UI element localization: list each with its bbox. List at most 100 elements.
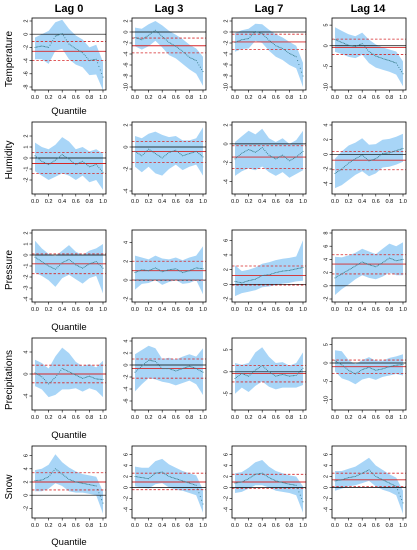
quantile-point	[258, 366, 261, 368]
quantile-point	[39, 45, 41, 47]
quantile-point	[37, 373, 39, 375]
y-tick-label: 1	[24, 242, 30, 245]
quantile-point	[343, 166, 346, 168]
quantile-point	[172, 369, 174, 371]
y-tick-label: 2	[124, 475, 130, 478]
quantile-point	[394, 62, 396, 64]
quantile-point	[34, 46, 36, 48]
x-tick-label: 0.6	[372, 307, 380, 313]
quantile-point	[271, 478, 273, 480]
quantile-point	[188, 365, 190, 367]
quantile-point	[292, 375, 295, 377]
quantile-point	[254, 151, 256, 153]
quantile-point	[382, 57, 384, 60]
quantile-point	[154, 153, 156, 155]
y-tick-label: 0	[24, 372, 30, 375]
quantile-point	[377, 56, 380, 58]
quantile-point	[49, 474, 51, 476]
quantile-point	[149, 269, 151, 271]
quantile-point	[56, 35, 58, 37]
quantile-point	[287, 483, 289, 485]
panel-frame	[131, 337, 207, 411]
y-tick-label: 0	[224, 283, 230, 286]
row-label-snow: Snow	[4, 474, 15, 500]
quantile-point	[79, 266, 81, 268]
x-tick-label: 1.0	[399, 523, 407, 529]
quantile-point	[334, 480, 336, 482]
quantile-point	[83, 377, 85, 379]
quantile-point	[358, 263, 361, 265]
quantile-point	[41, 160, 43, 162]
quantile-point	[350, 371, 352, 373]
quantile-point	[401, 259, 403, 261]
x-tick-label: 0.0	[231, 307, 239, 313]
x-tick-label: 1.0	[99, 199, 107, 205]
quantile-point	[195, 267, 197, 269]
y-tick-label: -2	[24, 45, 30, 50]
quantile-point	[272, 272, 274, 275]
quantile-point	[145, 151, 147, 153]
confidence-band	[35, 347, 103, 398]
quantile-point	[82, 482, 84, 484]
quantile-point	[279, 156, 281, 158]
quantile-point	[95, 164, 97, 166]
quantile-point	[267, 153, 269, 155]
quantile-point	[84, 162, 86, 165]
quantile-point	[191, 58, 193, 60]
quantile-point	[172, 268, 174, 270]
quantile-point	[264, 274, 266, 276]
x-tick-label: 0.8	[186, 415, 194, 421]
quantile-point	[297, 268, 299, 270]
quantile-point	[187, 153, 189, 155]
y-tick-label: -2	[124, 496, 130, 501]
quantile-point	[365, 367, 367, 369]
quantile-point	[275, 272, 277, 274]
y-tick-label: 0	[124, 279, 130, 282]
x-tick-label: 0.4	[58, 95, 66, 101]
quantile-point	[45, 477, 47, 479]
y-tick-label: -2	[224, 160, 230, 165]
quantile-point	[401, 364, 403, 366]
quantile-point	[153, 30, 155, 32]
quantile-point	[60, 263, 62, 265]
quantile-point	[46, 163, 48, 165]
quantile-point	[345, 164, 347, 167]
quantile-point	[182, 155, 184, 157]
quantile-point	[241, 39, 243, 41]
quantile-point	[248, 148, 250, 151]
quantile-point	[141, 365, 143, 367]
quantile-point	[349, 268, 351, 270]
quantile-point	[397, 489, 399, 491]
quantile-point	[48, 265, 50, 267]
quantile-point	[268, 274, 270, 276]
quantile-point	[388, 60, 390, 62]
quantile-point	[150, 360, 152, 362]
quantile-point	[356, 264, 358, 266]
quantile-point	[257, 367, 259, 369]
quantile-point	[79, 376, 81, 378]
quantile-point	[35, 479, 37, 482]
quantile-point	[297, 60, 299, 62]
quantile-point	[42, 478, 44, 480]
quantile-point	[343, 271, 346, 273]
x-tick-label: 0.0	[231, 95, 239, 101]
quantile-point	[141, 39, 143, 41]
quantile-point	[265, 368, 267, 370]
y-tick-label: -2	[124, 375, 130, 380]
plot-area	[332, 242, 406, 295]
quantile-point	[357, 263, 359, 265]
quantile-point	[372, 53, 374, 55]
quantile-point	[91, 262, 93, 264]
quantile-point	[60, 472, 62, 474]
quantile-point	[271, 156, 273, 158]
quantile-point	[252, 33, 254, 35]
quantile-point	[369, 264, 371, 266]
quantile-point	[195, 60, 197, 62]
quantile-point	[54, 159, 56, 161]
x-tick-label: 0.8	[286, 523, 294, 529]
quantile-point	[292, 54, 295, 56]
quantile-point	[172, 44, 174, 46]
quantile-point	[239, 481, 241, 483]
quantile-point	[58, 156, 61, 158]
quantile-point	[294, 374, 296, 377]
